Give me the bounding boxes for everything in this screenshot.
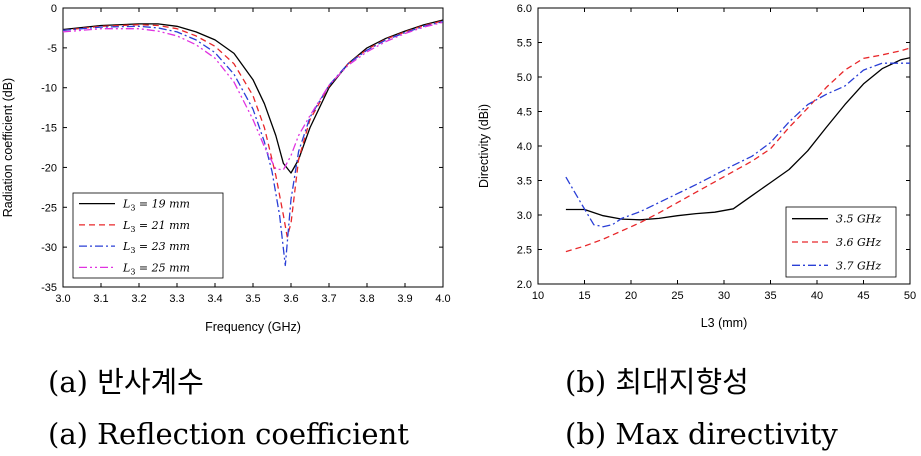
- x-tick-label: 3.4: [207, 293, 222, 305]
- x-tick-label: 3.0: [55, 293, 70, 305]
- legend: 3.5 GHz 3.6 GHz 3.7 GHz: [785, 206, 897, 278]
- series-line-2: [565, 47, 910, 253]
- y-axis-label: Directivity (dBi): [477, 104, 491, 188]
- y-tick-label: -15: [41, 123, 57, 135]
- x-tick-label: 3.2: [131, 293, 146, 305]
- y-tick-label: -30: [41, 242, 57, 254]
- legend: L3 = 19 mm L3 = 21 mm L3 = 23 mm L3 = 25 mm: [72, 192, 224, 279]
- x-tick-label: 35: [764, 290, 776, 302]
- x-tick-label: 50: [904, 290, 916, 302]
- y-tick-label: 3.5: [517, 176, 532, 188]
- y-tick-label: 5.5: [517, 38, 532, 50]
- max-directivity-chart: 10 15 20 25 30 35 40 45 50 2.0 2.5 3.0 3.5 4.0 4.5 5.0 5…: [477, 3, 916, 330]
- y-tick-label: 4.5: [517, 107, 532, 119]
- reflection-coefficient-chart: 3.0 3.1 3.2 3.3 3.4 3.5 3.6 3.7 3.8 3.9 4.0 0 -5 -10 -…: [1, 3, 451, 334]
- legend-entry-1: 3.5 GHz: [836, 213, 881, 226]
- x-tick-label: 45: [857, 290, 869, 302]
- x-tick-label: 3.9: [397, 293, 412, 305]
- x-tick-label: 3.1: [93, 293, 108, 305]
- legend-entry-2: 3.6 GHz: [836, 236, 881, 249]
- y-tick-label: -25: [41, 202, 57, 214]
- y-axis-label: Radiation coefficient (dB): [1, 78, 15, 217]
- x-axis-label: L3 (mm): [701, 316, 748, 330]
- x-tick-label: 20: [625, 290, 637, 302]
- y-tick-label: 5.0: [517, 72, 532, 84]
- x-tick-label: 30: [718, 290, 730, 302]
- y-tick-label: 3.0: [517, 210, 532, 222]
- x-tick-label: 15: [578, 290, 590, 302]
- x-tick-label: 3.7: [321, 293, 336, 305]
- y-tick-label: -35: [41, 282, 57, 294]
- legend-entry-3: 3.7 GHz: [836, 259, 881, 272]
- legend-entry-2: L3 = 21 mm: [122, 219, 190, 234]
- y-tick-label: -20: [41, 162, 57, 174]
- caption-b-english: (b) Max directivity: [565, 417, 838, 451]
- y-tick-label: 2.5: [517, 245, 532, 257]
- legend-entry-1: L3 = 19 mm: [122, 198, 190, 213]
- legend-entry-4: L3 = 25 mm: [122, 261, 190, 276]
- y-tick-label: -10: [41, 83, 57, 95]
- y-tick-label: -5: [47, 43, 57, 55]
- x-axis-label: Frequency (GHz): [205, 320, 301, 334]
- caption-a-korean: (a) 반사계수: [48, 365, 204, 399]
- figure-canvas: 3.0 3.1 3.2 3.3 3.4 3.5 3.6 3.7 3.8 3.9 4.0 0 -5 -10 -…: [1, 3, 916, 334]
- y-tick-label: 4.0: [517, 141, 532, 153]
- series-line-3: [63, 20, 443, 267]
- legend-box: [72, 192, 224, 279]
- legend-entry-3: L3 = 23 mm: [122, 240, 190, 255]
- x-tick-label: 25: [671, 290, 683, 302]
- series-line-1: [63, 19, 443, 174]
- caption-a-english: (a) Reflection coefficient: [48, 417, 409, 451]
- series-line-2: [63, 20, 443, 238]
- x-tick-label: 3.3: [169, 293, 184, 305]
- x-tick-label: 10: [532, 290, 544, 302]
- y-tick-label: 6.0: [517, 3, 532, 15]
- x-tick-label: 40: [811, 290, 823, 302]
- series-line-1: [565, 57, 910, 221]
- x-tick-label: 3.6: [283, 293, 298, 305]
- caption-b-korean: (b) 최대지향성: [565, 365, 749, 399]
- series-group: [63, 19, 443, 267]
- series-line-4: [63, 21, 443, 171]
- x-tick-label: 4.0: [435, 293, 450, 305]
- x-tick-label: 3.5: [245, 293, 260, 305]
- series-group: [565, 47, 910, 253]
- y-tick-label: 0: [51, 3, 57, 15]
- x-tick-label: 3.8: [359, 293, 374, 305]
- series-line-3: [565, 62, 910, 228]
- y-tick-label: 2.0: [517, 279, 532, 291]
